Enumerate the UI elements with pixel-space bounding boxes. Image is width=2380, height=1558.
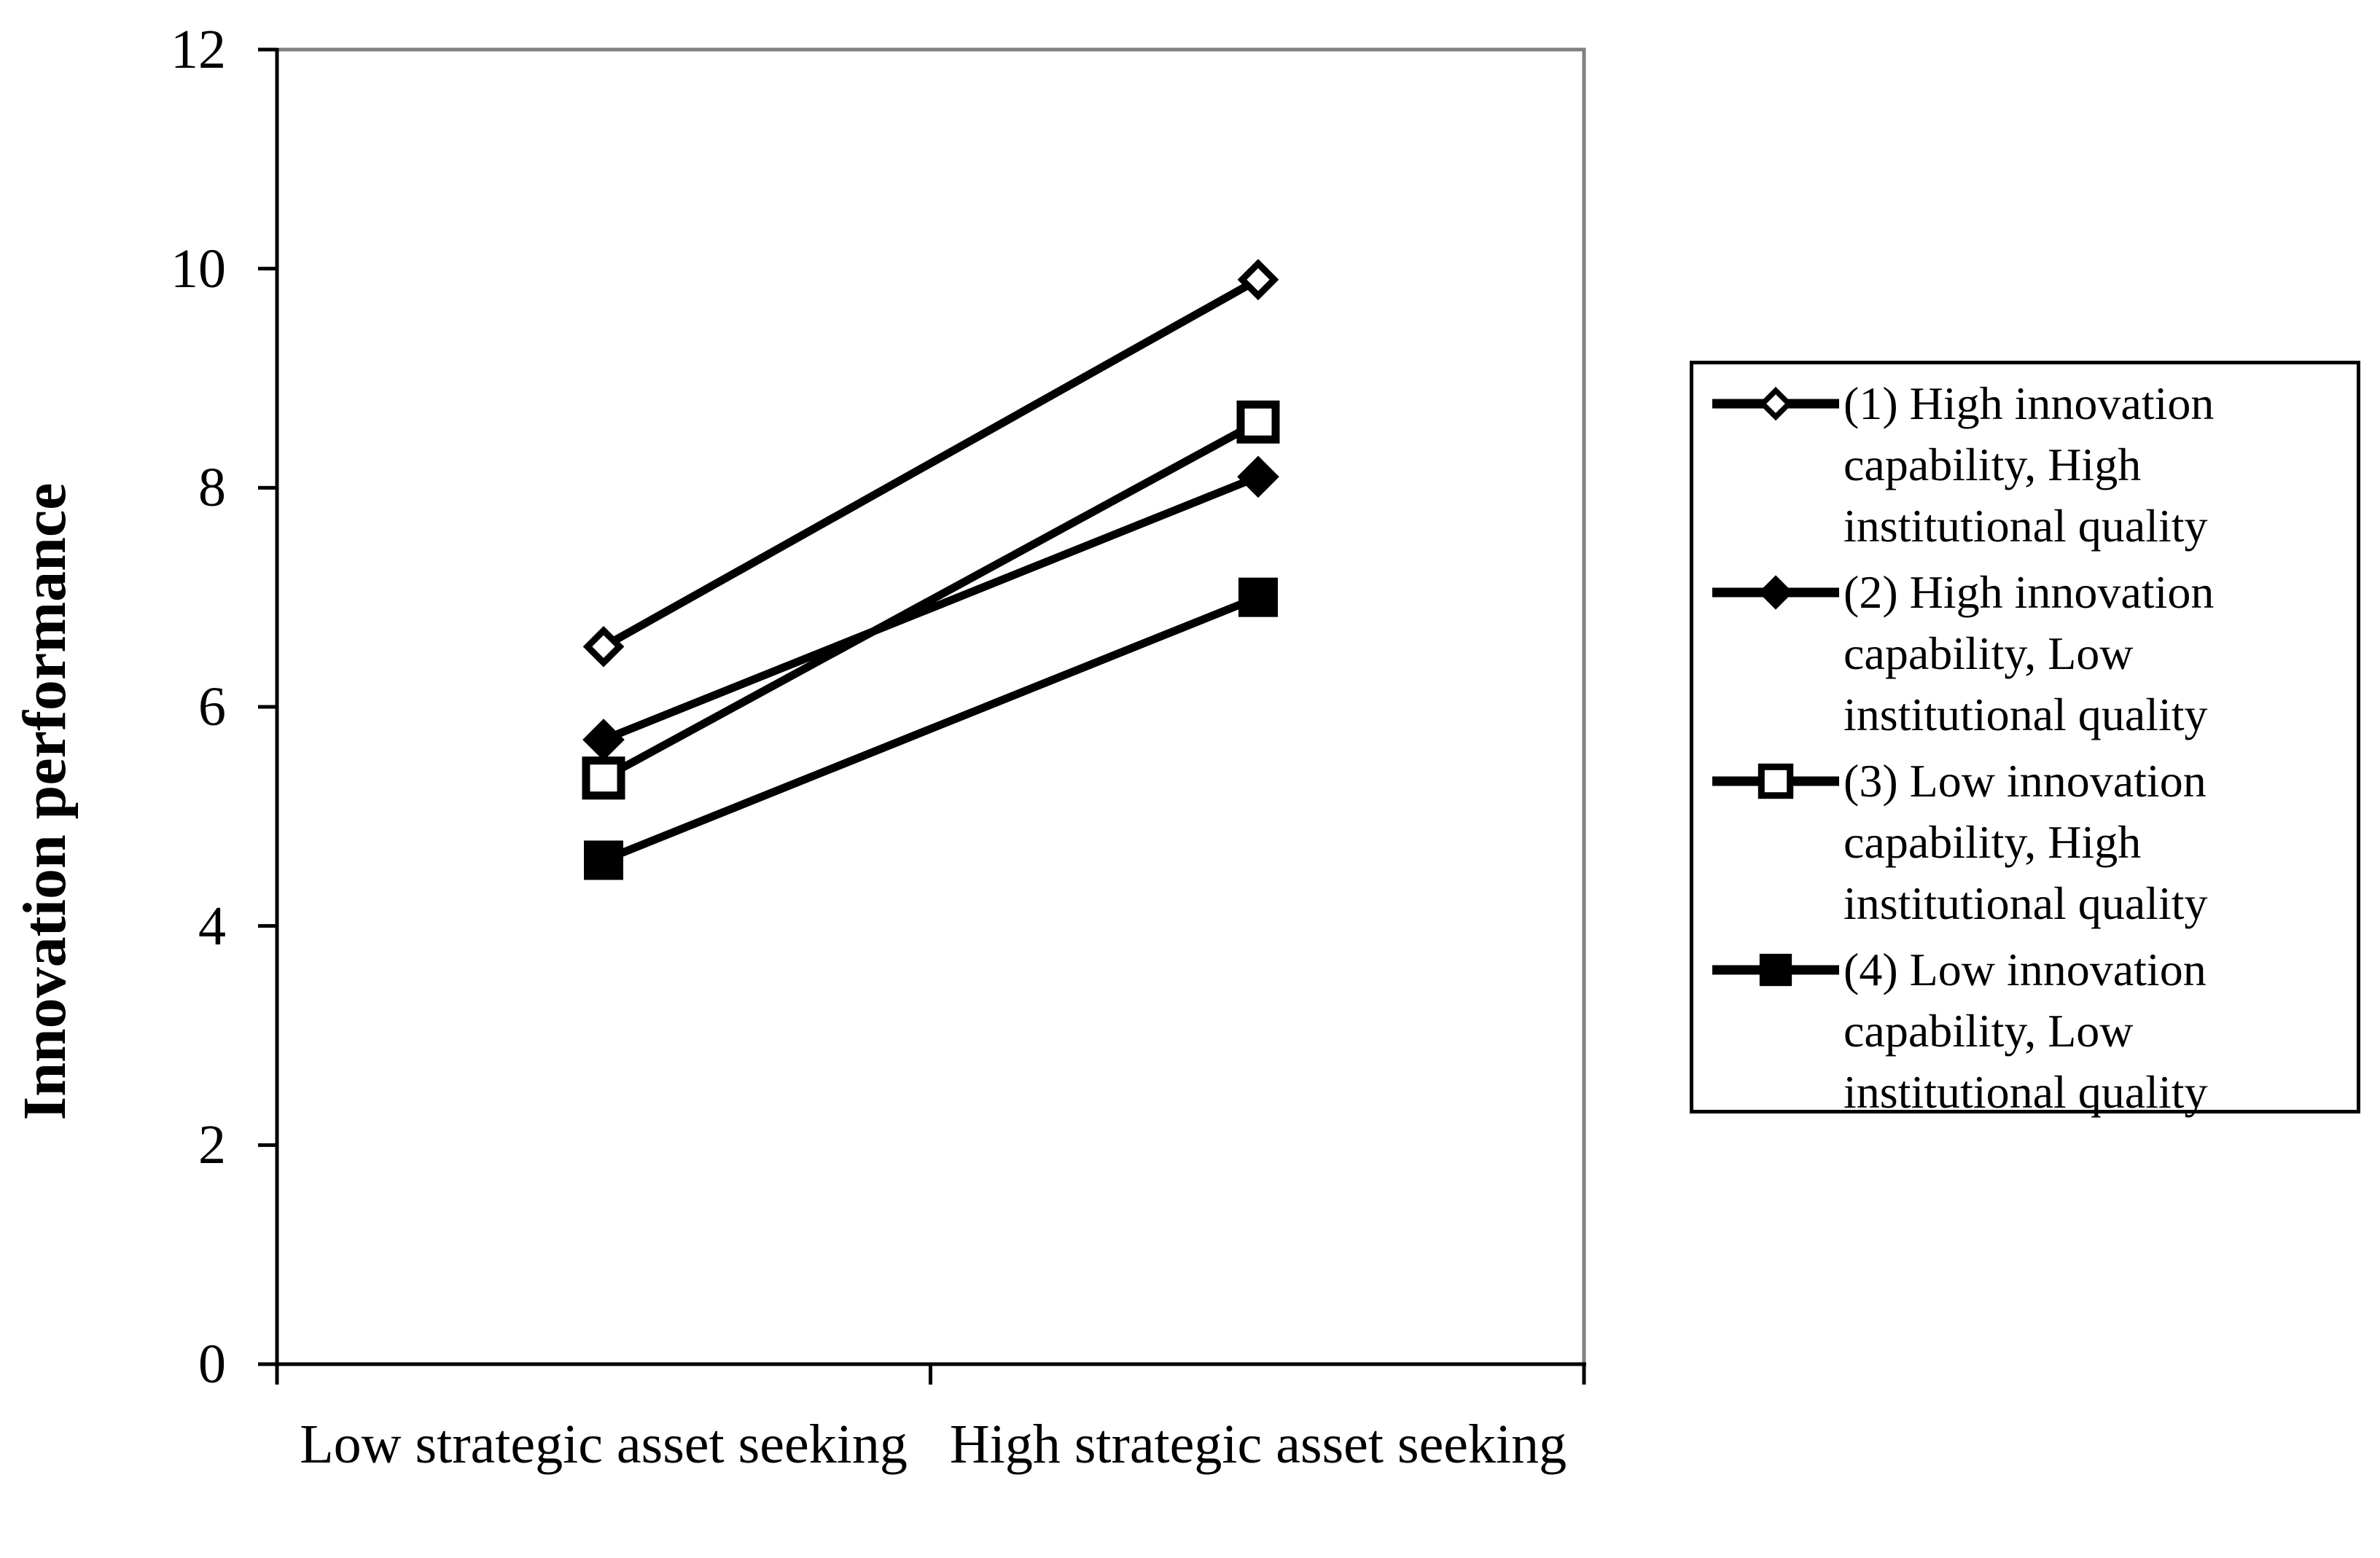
y-tick-label-12: 12 bbox=[171, 19, 226, 80]
y-tick-label-2: 2 bbox=[198, 1114, 226, 1175]
legend: (1) High innovation capability, High ins… bbox=[1690, 361, 2360, 1118]
square-open-icon bbox=[1757, 763, 1794, 799]
legend-entry-label: (3) Low innovation capability, High inst… bbox=[1843, 755, 2208, 929]
x-category-label-high: High strategic asset seeking bbox=[949, 1414, 1567, 1475]
diamond-open-icon bbox=[1237, 259, 1279, 301]
square-filled-marker-icon bbox=[1712, 953, 1839, 987]
legend-entry-label: (4) Low innovation capability, Low insti… bbox=[1843, 944, 2208, 1118]
x-category-label-low: Low strategic asset seeking bbox=[300, 1414, 908, 1475]
square-open-marker-icon bbox=[1712, 763, 1839, 799]
series-line-1 bbox=[601, 275, 1260, 651]
square-filled-icon bbox=[1759, 953, 1792, 987]
legend-entry-2: (2) High innovation capability, Low inst… bbox=[1708, 562, 2351, 745]
diamond-open-icon bbox=[1758, 386, 1793, 421]
y-axis-title: Innovation performance bbox=[11, 482, 79, 1121]
diamond-filled-icon bbox=[1758, 575, 1793, 610]
legend-entry-4: (4) Low innovation capability, Low insti… bbox=[1708, 939, 2351, 1123]
plot-frame bbox=[275, 47, 1586, 1366]
diamond-filled-icon bbox=[1237, 455, 1279, 498]
y-tick-label-10: 10 bbox=[171, 238, 226, 300]
y-tick-label-4: 4 bbox=[198, 896, 226, 957]
diamond-open-icon bbox=[582, 625, 625, 668]
legend-entry-1: (1) High innovation capability, High ins… bbox=[1708, 373, 2351, 557]
y-tick-label-6: 6 bbox=[198, 676, 226, 737]
series-line-4 bbox=[601, 593, 1260, 864]
series-line-3 bbox=[601, 418, 1260, 782]
y-tick-label-8: 8 bbox=[198, 457, 226, 518]
plot-svg bbox=[258, 47, 1586, 1385]
square-filled-icon bbox=[584, 840, 623, 880]
square-open-icon bbox=[1236, 400, 1280, 444]
square-open-icon bbox=[582, 756, 625, 800]
series-line-2 bbox=[601, 473, 1260, 744]
legend-entry-label: (2) High innovation capability, Low inst… bbox=[1843, 566, 2215, 740]
square-filled-icon bbox=[1238, 577, 1278, 617]
legend-entry-3: (3) Low innovation capability, High inst… bbox=[1708, 751, 2351, 934]
diamond-open-marker-icon bbox=[1712, 386, 1839, 421]
legend-entry-label: (1) High innovation capability, High ins… bbox=[1843, 377, 2215, 552]
diamond-filled-icon bbox=[582, 719, 625, 761]
y-tick-label-0: 0 bbox=[198, 1334, 226, 1395]
diamond-filled-marker-icon bbox=[1712, 575, 1839, 610]
